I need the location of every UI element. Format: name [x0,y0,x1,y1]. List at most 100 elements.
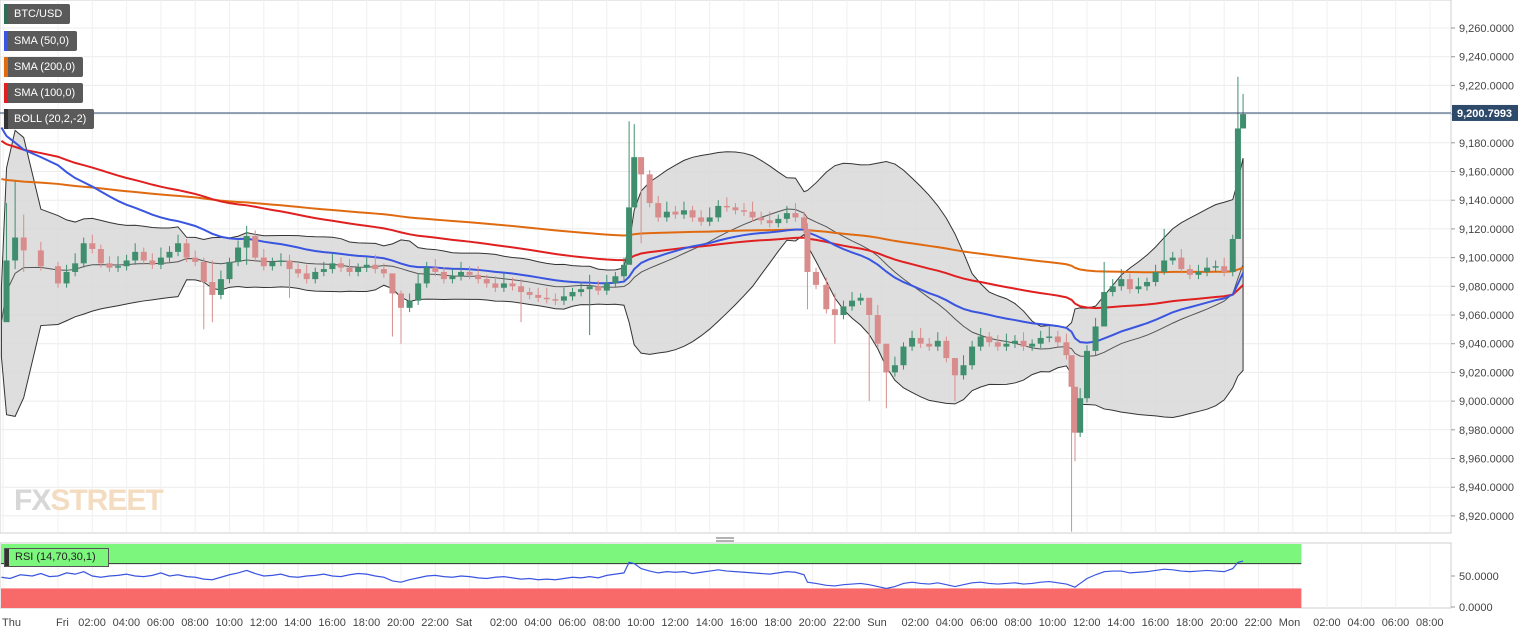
candle-body[interactable] [363,264,370,268]
candle-body[interactable] [1071,386,1078,433]
candle-body[interactable] [732,207,739,211]
candle-body[interactable] [934,340,941,347]
candle-body[interactable] [226,261,233,280]
candle-body[interactable] [380,269,387,274]
candle-body[interactable] [466,271,473,275]
candle-body[interactable] [1234,128,1241,239]
candle-body[interactable] [909,337,916,347]
candle-body[interactable] [37,250,44,267]
candle-body[interactable] [943,340,950,359]
candle-body[interactable] [500,283,507,288]
candle-body[interactable] [801,217,808,229]
candle-body[interactable] [638,157,645,175]
candle-body[interactable] [243,236,250,248]
candle-body[interactable] [269,261,276,267]
candle-body[interactable] [1046,336,1053,338]
candle-body[interactable] [398,293,404,308]
candle-body[interactable] [849,300,856,307]
candle-body[interactable] [900,346,907,366]
candle-body[interactable] [595,286,602,291]
candle-body[interactable] [874,315,881,344]
candle-body[interactable] [723,205,730,208]
candle-body[interactable] [646,174,653,204]
legend-sma50[interactable]: SMA (50,0) [4,31,78,51]
candle-body[interactable] [715,205,722,218]
candle-body[interactable] [986,336,993,343]
candle-body[interactable] [749,211,756,218]
legend-sma200[interactable]: SMA (200,0) [4,57,84,77]
candle-body[interactable] [286,260,293,270]
candle-body[interactable] [792,213,799,218]
candle-body[interactable] [132,251,139,261]
candle-body[interactable] [80,243,87,264]
candle-body[interactable] [423,267,430,284]
candle-body[interactable] [20,237,27,251]
candle-body[interactable] [509,283,516,287]
candle-body[interactable] [303,273,310,280]
candle-body[interactable] [626,207,633,265]
candle-body[interactable] [857,297,864,301]
candle-body[interactable] [72,263,79,272]
candle-body[interactable] [1204,267,1211,272]
candle-body[interactable] [672,211,679,215]
candle-body[interactable] [346,267,353,272]
candle-body[interactable] [63,271,70,284]
candle-body[interactable] [1068,355,1075,387]
candle-body[interactable] [917,337,924,344]
candle-body[interactable] [831,309,838,315]
candle-body[interactable] [823,284,830,310]
candle-body[interactable] [1178,257,1185,270]
candle-body[interactable] [535,294,542,298]
candle-body[interactable] [1126,279,1133,290]
candle-body[interactable] [200,261,207,282]
candle-body[interactable] [578,289,585,293]
candle-body[interactable] [612,276,619,284]
candle-body[interactable] [1011,340,1018,344]
candle-body[interactable] [1063,342,1070,356]
candle-body[interactable] [960,365,967,376]
candle-body[interactable] [775,218,782,224]
candle-body[interactable] [277,260,284,262]
candle-body[interactable] [1195,271,1202,275]
candle-body[interactable] [209,281,216,295]
candle-body[interactable] [766,220,773,224]
legend-boll[interactable]: BOLL (20,2,-2) [4,109,95,129]
candle-body[interactable] [951,358,958,376]
candle-body[interactable] [1029,343,1036,347]
legend-rsi[interactable]: RSI (14,70,30,1) [4,548,109,567]
candle-body[interactable] [458,271,465,277]
candle-body[interactable] [372,264,379,270]
candle-body[interactable] [389,273,396,294]
candle-body[interactable] [1054,336,1061,343]
candle-body[interactable] [183,243,190,258]
candle-body[interactable] [295,269,302,274]
candle-body[interactable] [663,211,670,218]
candle-body[interactable] [891,365,898,373]
candle-body[interactable] [655,203,662,218]
candle-body[interactable] [252,236,259,258]
candle-body[interactable] [543,297,550,300]
candle-body[interactable] [1161,260,1168,272]
candle-body[interactable] [492,283,499,288]
candle-body[interactable] [1221,266,1228,272]
candle-body[interactable] [1101,292,1108,327]
candle-body[interactable] [689,210,696,218]
candle-body[interactable] [166,251,173,258]
candle-body[interactable] [217,279,224,295]
candle-body[interactable] [1118,279,1125,287]
candle-body[interactable] [1037,337,1044,344]
candle-body[interactable] [1077,398,1084,433]
candle-body[interactable] [312,271,319,280]
candle-body[interactable] [149,260,156,265]
candle-body[interactable] [758,217,765,221]
candle-body[interactable] [706,217,713,222]
candle-body[interactable] [883,343,890,373]
candle-body[interactable] [260,257,267,267]
candle-body[interactable] [680,210,687,215]
candle-body[interactable] [783,213,790,219]
candle-body[interactable] [977,336,984,347]
candle-body[interactable] [518,286,525,293]
candle-body[interactable] [586,286,593,290]
candle-body[interactable] [1092,326,1099,351]
candle-body[interactable] [698,217,705,222]
